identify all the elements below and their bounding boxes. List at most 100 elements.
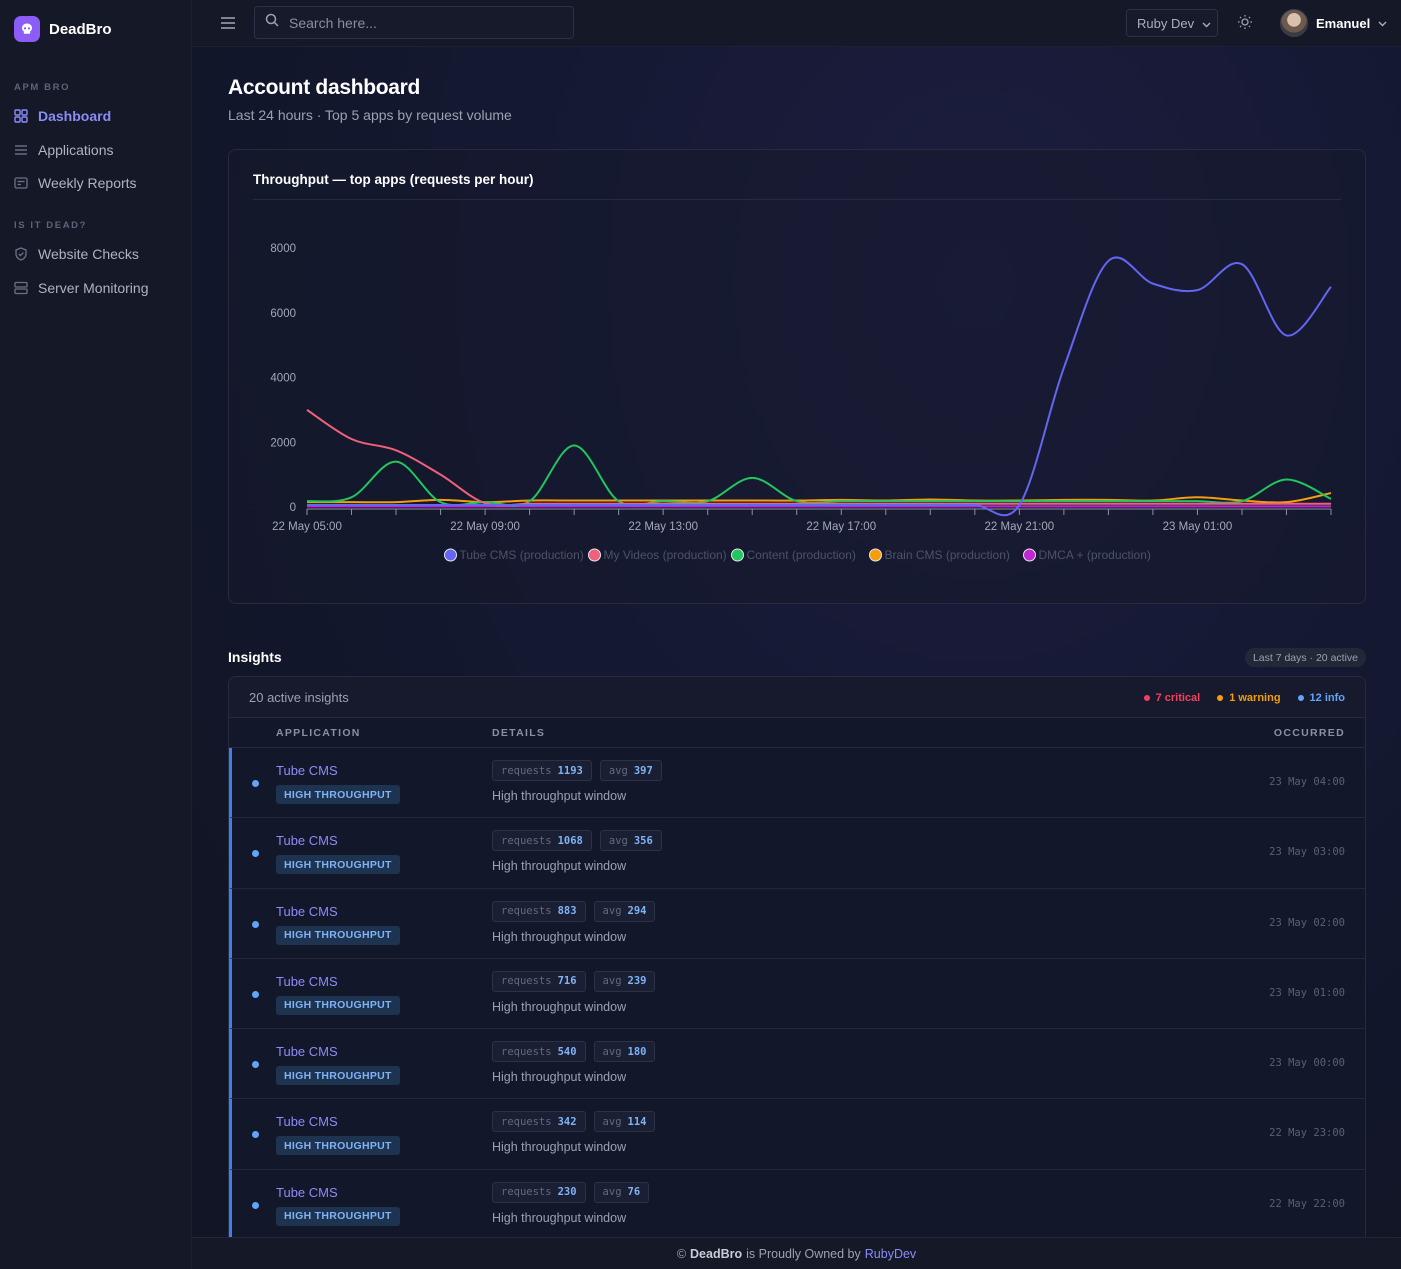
team-select[interactable]: Ruby Dev xyxy=(1126,9,1218,37)
metric-requests: requests 230 xyxy=(492,1181,586,1203)
user-menu[interactable]: Emanuel xyxy=(1280,9,1387,37)
tally-warning[interactable]: 1 warning xyxy=(1217,691,1281,704)
metric-value: 342 xyxy=(557,1115,577,1128)
user-name: Emanuel xyxy=(1316,15,1371,31)
avatar xyxy=(1280,9,1308,37)
y-tick-label: 0 xyxy=(290,502,296,514)
insight-type-badge: HIGH THROUGHPUT xyxy=(276,1136,400,1156)
metrics: requests 1068 avg 356 xyxy=(492,830,670,852)
occurred-time: 22 May 23:00 xyxy=(1269,1127,1345,1140)
sun-icon[interactable] xyxy=(1237,14,1253,30)
metrics: requests 342 avg 114 xyxy=(492,1111,663,1133)
footer-owner-link[interactable]: RubyDev xyxy=(864,1246,917,1261)
column-header-application: APPLICATION xyxy=(276,727,361,739)
app-link[interactable]: Tube CMS xyxy=(276,833,338,849)
footer-text: is Proudly Owned by xyxy=(746,1246,861,1261)
insight-type-badge: HIGH THROUGHPUT xyxy=(276,785,400,804)
insights-rows: Tube CMS HIGH THROUGHPUT requests 1193 avg 39… xyxy=(229,748,1365,1237)
insight-description: High throughput window xyxy=(492,1140,627,1155)
divider xyxy=(253,199,1341,200)
chart-title: Throughput — top apps (requests per hour… xyxy=(253,172,534,187)
metric-avg: avg 356 xyxy=(599,830,662,852)
server-icon xyxy=(14,281,28,295)
tally-label: 1 warning xyxy=(1229,691,1281,704)
brand[interactable]: DeadBro xyxy=(14,16,112,42)
brand-name: DeadBro xyxy=(49,20,112,38)
table-row[interactable]: Tube CMS HIGH THROUGHPUT requests 342 avg 114… xyxy=(229,1099,1365,1170)
metric-value: 114 xyxy=(627,1115,647,1128)
metric-key: requests xyxy=(501,1186,552,1199)
sidebar-item-server-monitoring[interactable]: Server Monitoring xyxy=(14,278,149,298)
metric-value: 1068 xyxy=(557,834,583,847)
chevron-down-icon xyxy=(1202,16,1211,31)
insight-description: High throughput window xyxy=(492,929,627,944)
throughput-chart-card: 0 2000 4000 6000 8000 22 May 05:00 22 May 09:0… xyxy=(228,149,1366,604)
top-bar: Ruby Dev Emanuel xyxy=(192,0,1401,47)
sidebar: DeadBro APM BRO Dashboard Applications W… xyxy=(0,0,192,1269)
metric-avg: avg 114 xyxy=(593,1111,656,1133)
table-header: APPLICATION DETAILS OCCURRED xyxy=(229,718,1365,748)
tally-critical[interactable]: 7 critical xyxy=(1143,692,1200,704)
metric-avg: avg 397 xyxy=(599,760,662,781)
nav-section-is-it-dead: IS IT DEAD? xyxy=(14,220,88,231)
main-content: Account dashboard Last 24 hours · Top 5 … xyxy=(192,47,1401,1237)
legend-label: My Videos (production) xyxy=(604,548,727,562)
app-link[interactable]: Tube CMS xyxy=(276,1184,338,1200)
column-header-details: DETAILS xyxy=(492,727,546,739)
insight-description: High throughput window xyxy=(492,1210,627,1225)
metric-value: 716 xyxy=(557,975,577,988)
series-line xyxy=(306,256,1332,517)
page-subtitle: Last 24 hours · Top 5 apps by request vo… xyxy=(228,107,512,123)
status-dot xyxy=(1297,694,1304,701)
app-link[interactable]: Tube CMS xyxy=(276,973,338,989)
table-row[interactable]: Tube CMS HIGH THROUGHPUT requests 1193 avg 39… xyxy=(229,748,1365,819)
status-dot xyxy=(252,990,259,998)
metric-value: 230 xyxy=(557,1186,577,1199)
occurred-time: 22 May 22:00 xyxy=(1269,1197,1345,1210)
insights-range-pill: Last 7 days · 20 active xyxy=(1244,648,1366,667)
footer-copyright: © xyxy=(676,1246,687,1261)
metrics: requests 716 avg 239 xyxy=(492,970,663,992)
legend-swatch xyxy=(444,548,457,562)
insights-table: 20 active insights 7 critical 1 warning … xyxy=(228,676,1366,1237)
series-line xyxy=(306,409,1331,507)
metric-key: requests xyxy=(501,1115,552,1128)
insights-count: 20 active insights xyxy=(249,689,349,705)
chevron-down-icon xyxy=(1378,14,1387,32)
series-line xyxy=(306,444,1332,507)
status-dot xyxy=(252,1201,259,1209)
sidebar-item-label: Website Checks xyxy=(38,246,139,262)
app-link[interactable]: Tube CMS xyxy=(276,903,338,919)
status-dot xyxy=(1143,694,1150,701)
app-link[interactable]: Tube CMS xyxy=(276,1044,338,1060)
hamburger-menu-icon[interactable] xyxy=(220,16,236,30)
table-row[interactable]: Tube CMS HIGH THROUGHPUT requests 1068 avg 35… xyxy=(229,818,1365,889)
app-link[interactable]: Tube CMS xyxy=(276,763,338,778)
metric-value: 883 xyxy=(557,905,577,918)
metrics: requests 1193 avg 397 xyxy=(492,760,670,781)
metrics: requests 540 avg 180 xyxy=(492,1041,663,1063)
sidebar-item-applications[interactable]: Applications xyxy=(14,140,114,160)
table-row[interactable]: Tube CMS HIGH THROUGHPUT requests 883 avg 294… xyxy=(229,888,1365,959)
sidebar-item-website-checks[interactable]: Website Checks xyxy=(14,244,139,264)
sidebar-item-dashboard[interactable]: Dashboard xyxy=(14,106,111,126)
table-row[interactable]: Tube CMS HIGH THROUGHPUT requests 230 avg 76 H… xyxy=(229,1169,1365,1237)
search-box[interactable] xyxy=(254,6,574,39)
sidebar-item-label: Applications xyxy=(38,142,114,158)
legend-label: Content (production) xyxy=(747,548,856,562)
legend-swatch xyxy=(1023,548,1036,562)
table-row[interactable]: Tube CMS HIGH THROUGHPUT requests 540 avg 180… xyxy=(229,1029,1365,1100)
table-row[interactable]: Tube CMS HIGH THROUGHPUT requests 716 avg 239… xyxy=(229,958,1365,1030)
insight-type-badge: HIGH THROUGHPUT xyxy=(276,1206,400,1226)
y-tick-label: 4000 xyxy=(270,373,296,385)
metric-value: 540 xyxy=(557,1045,577,1058)
x-tick-label: 22 May 05:00 xyxy=(272,521,342,533)
metric-key: requests xyxy=(501,975,552,988)
sidebar-item-weekly-reports[interactable]: Weekly Reports xyxy=(14,173,137,193)
insights-title: Insights xyxy=(228,649,282,665)
app-link[interactable]: Tube CMS xyxy=(276,1114,338,1130)
search-input[interactable] xyxy=(289,14,559,31)
metric-requests: requests 1068 xyxy=(492,830,592,852)
insight-description: High throughput window xyxy=(492,789,627,803)
tally-info[interactable]: 12 info xyxy=(1297,692,1345,704)
